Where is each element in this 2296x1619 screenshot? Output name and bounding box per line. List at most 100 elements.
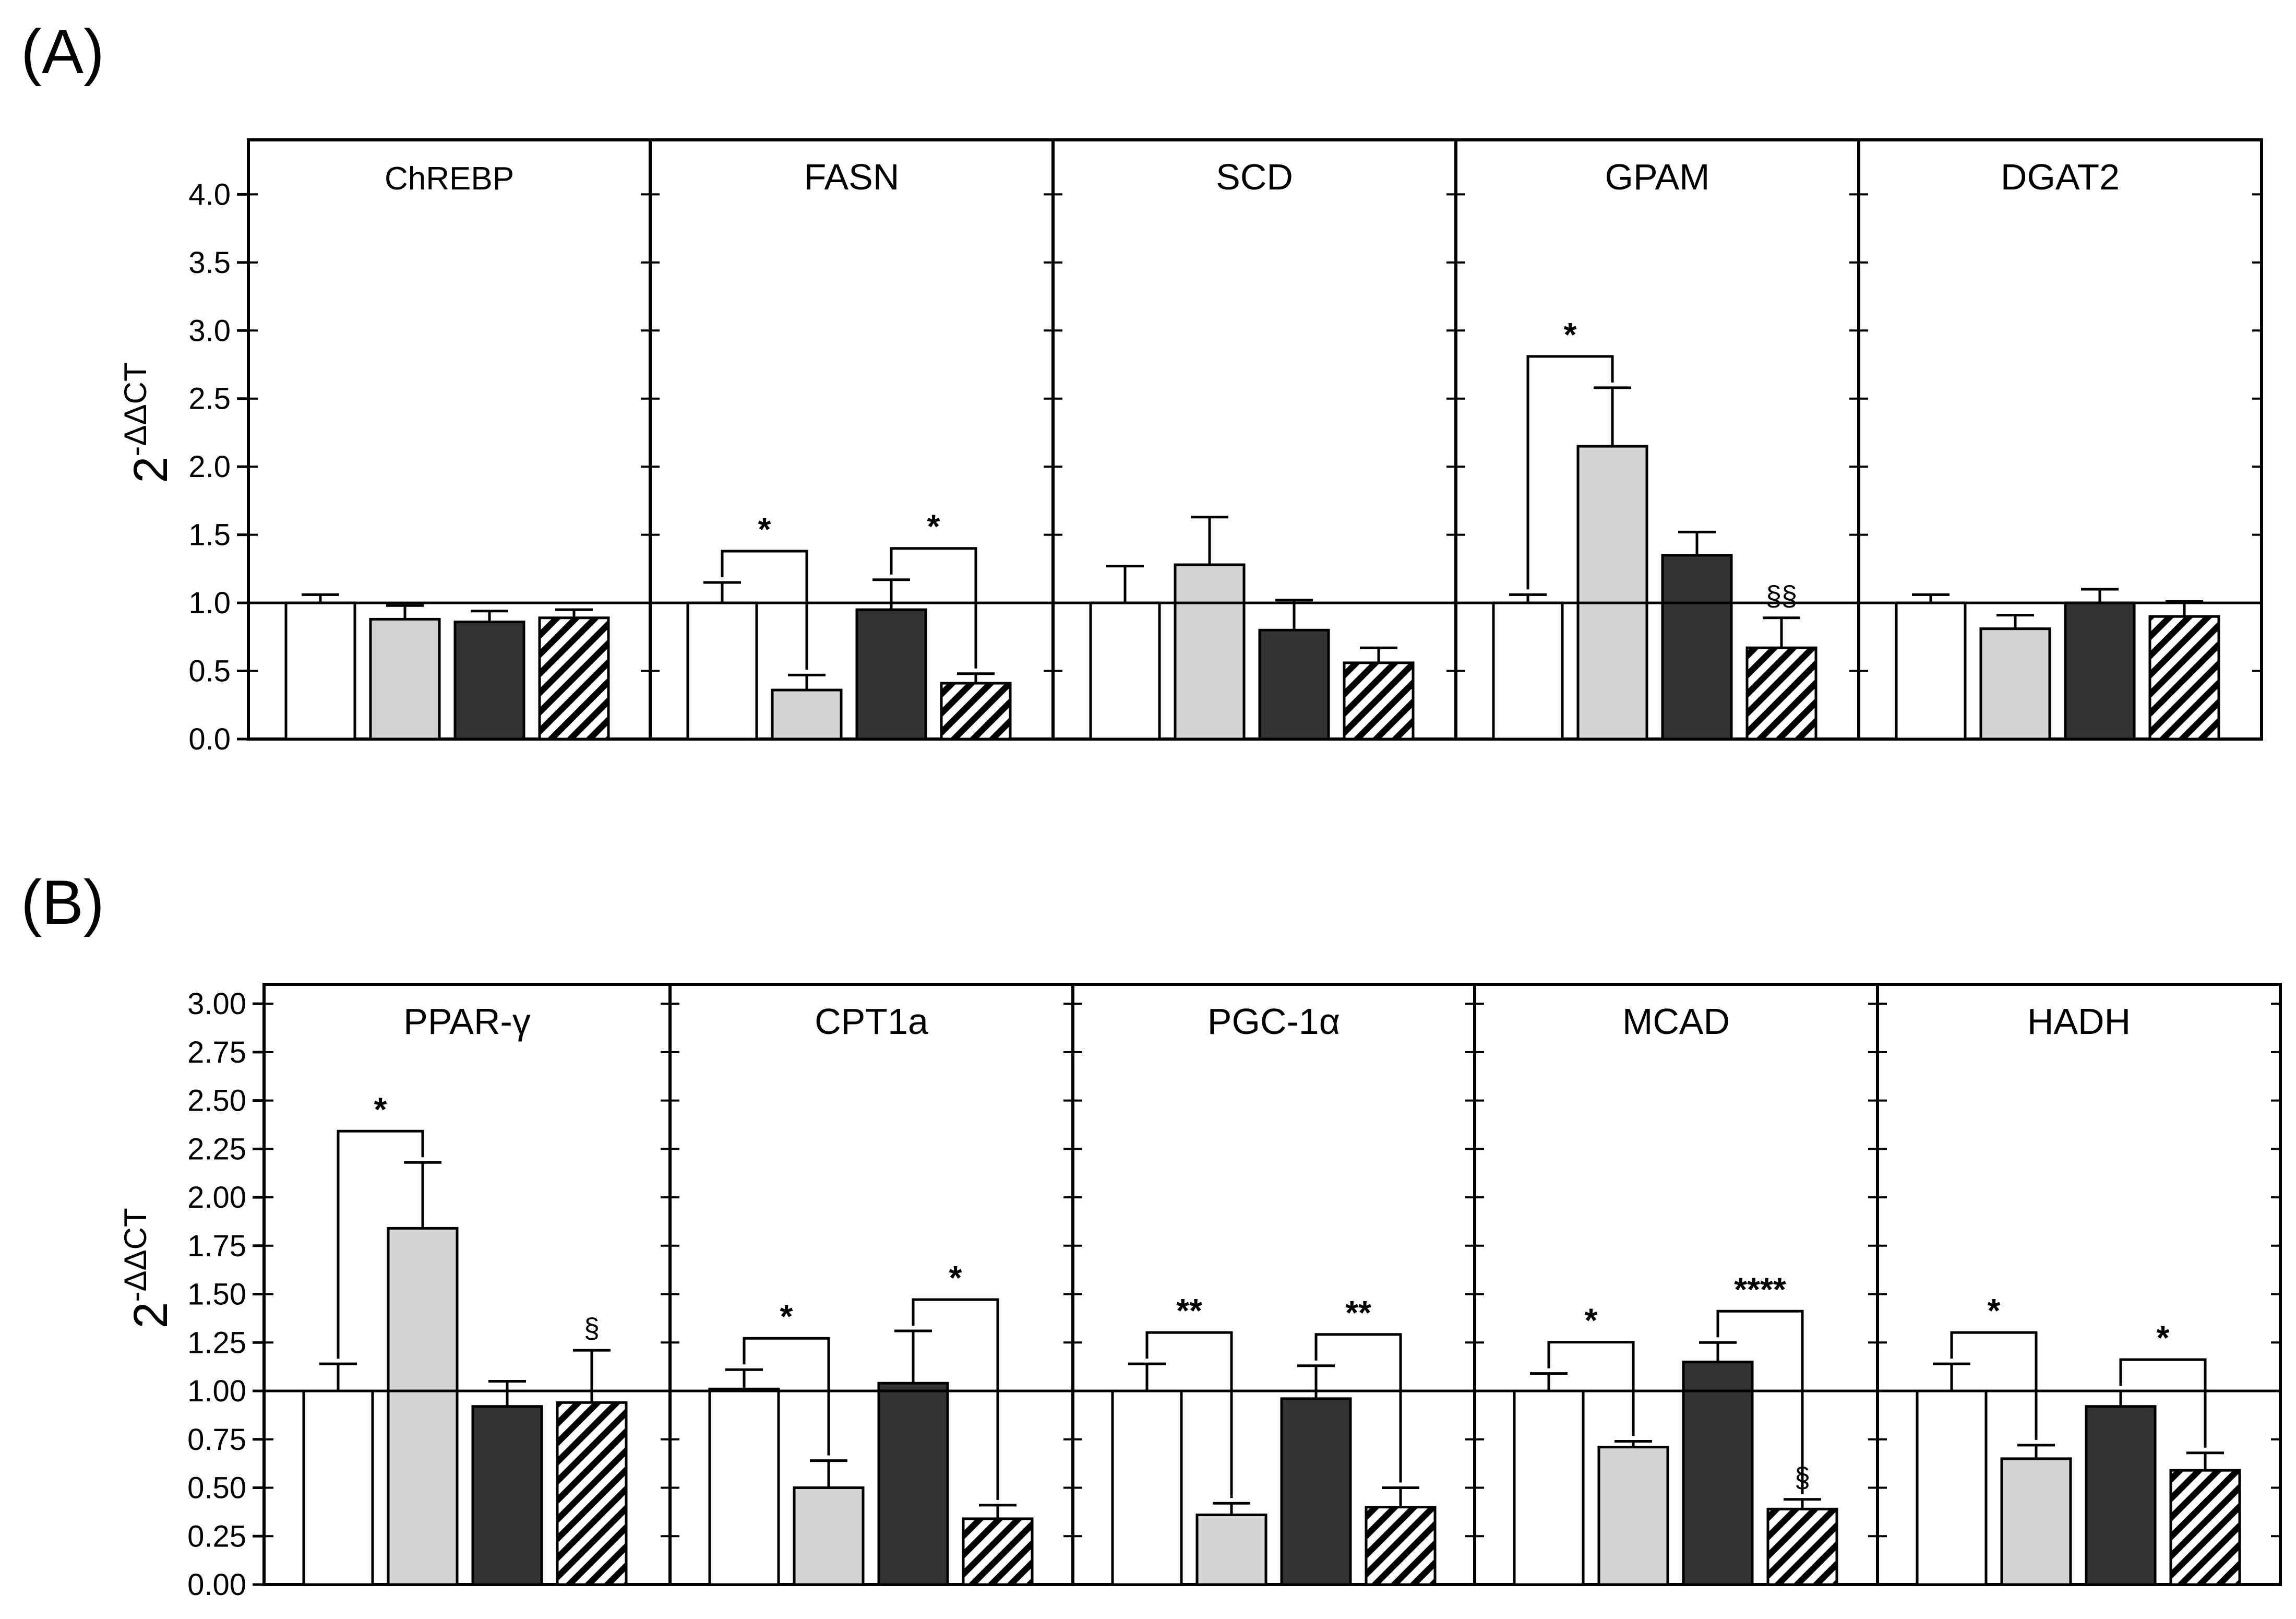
y-tick-label: 1.75 xyxy=(187,1229,246,1263)
y-tick-label: 0.0 xyxy=(188,722,231,756)
bar xyxy=(1365,1506,1437,1586)
significance-label: * xyxy=(1585,1302,1598,1339)
subplot-frame xyxy=(1857,138,2263,741)
y-tick-label: 1.0 xyxy=(188,586,231,620)
bar xyxy=(1111,1389,1183,1586)
subplot-frame xyxy=(1876,983,2282,1586)
y-axis-label-base: 2 xyxy=(124,456,177,483)
bar xyxy=(1895,601,1967,741)
y-tick-label: 2.00 xyxy=(187,1181,246,1215)
bar xyxy=(2148,615,2220,741)
significance-bracket xyxy=(743,1337,830,1456)
bar xyxy=(369,617,441,741)
subplot-scd: SCD xyxy=(1051,138,1457,741)
subplot-dgat2: DGAT2 xyxy=(1857,138,2263,741)
y-tick-label: 1.5 xyxy=(188,518,231,552)
y-axis-label-a: 2-ΔΔCT xyxy=(118,362,177,483)
significance-bracket xyxy=(912,1298,999,1500)
y-tick-label: 2.5 xyxy=(188,382,231,416)
svg-text:2-ΔΔCT: 2-ΔΔCT xyxy=(118,362,177,483)
bar xyxy=(2169,1469,2241,1586)
bar xyxy=(1195,1513,1267,1586)
significance-bracket xyxy=(1547,1341,1635,1436)
subplot-title: FASN xyxy=(804,157,900,197)
y-tick-label: 1.50 xyxy=(187,1278,246,1312)
significance-label: * xyxy=(1564,316,1577,353)
subplot-title: HADH xyxy=(2027,1001,2131,1042)
subplot-chrebp: ChREBP xyxy=(247,138,652,741)
bar xyxy=(1916,1389,1988,1586)
significance-bracket xyxy=(1950,1331,2038,1440)
y-tick-label: 2.25 xyxy=(187,1132,246,1166)
significance-label: * xyxy=(2157,1319,2170,1356)
subplot-pgc-1-: PGC-1α ** ** xyxy=(1071,983,1476,1586)
bar xyxy=(1979,627,2051,741)
section-mark: § xyxy=(1795,1462,1810,1493)
y-tick-label: 0.5 xyxy=(188,654,231,688)
bar xyxy=(556,1401,628,1586)
bar xyxy=(708,1387,780,1586)
bar xyxy=(1576,445,1648,741)
significance-label: * xyxy=(758,510,771,548)
bar xyxy=(1661,554,1733,741)
panel-a-plots: 0.0 0.5 1.0 1.5 2.0 2.5 3.0 3.5 4.0 ChREBP FASN * * S… xyxy=(188,138,2263,756)
bar xyxy=(1766,1507,1838,1586)
bar xyxy=(686,601,758,741)
y-tick-label: 1.00 xyxy=(187,1374,246,1408)
y-tick-label: 3.5 xyxy=(188,246,231,280)
panel-b: (B) 2-ΔΔCT 0.00 0.25 0.50 0.75 1.00 1.25 1.50 1… xyxy=(21,867,2282,1602)
bar xyxy=(793,1486,865,1586)
bar xyxy=(387,1227,459,1586)
y-tick-label: 0.50 xyxy=(187,1471,246,1505)
subplot-mcad: MCAD*****§ xyxy=(1473,983,1879,1586)
significance-label: * xyxy=(1988,1292,2001,1329)
significance-label: * xyxy=(780,1297,793,1335)
y-axis-label-superscript: -ΔΔCT xyxy=(118,1208,153,1302)
subplot-fasn: FASN * * xyxy=(649,138,1055,741)
y-tick-label: 2.0 xyxy=(188,450,231,484)
y-tick-label: 2.75 xyxy=(187,1035,246,1069)
subplot-title: ChREBP xyxy=(385,161,514,197)
significance-bracket xyxy=(890,547,977,669)
bar xyxy=(1280,1397,1352,1586)
y-tick-label: 2.50 xyxy=(187,1084,246,1118)
bar xyxy=(1089,601,1161,741)
panel-label-b: (B) xyxy=(21,867,104,937)
y-tick-label: 1.25 xyxy=(187,1326,246,1360)
bar xyxy=(471,1405,543,1586)
significance-bracket xyxy=(1716,1310,1804,1494)
bar xyxy=(302,1389,374,1586)
y-tick-label: 3.00 xyxy=(187,987,246,1021)
y-tick-label: 0.25 xyxy=(187,1519,246,1553)
y-axis-label-b: 2-ΔΔCT xyxy=(118,1208,177,1328)
subplot-title: MCAD xyxy=(1622,1001,1730,1042)
subplot-title: CPT1a xyxy=(815,1001,928,1042)
significance-bracket xyxy=(721,550,808,670)
significance-bracket xyxy=(1526,355,1614,590)
bar xyxy=(1343,661,1415,741)
subplot-ppar-: PPAR-γ * § xyxy=(262,983,672,1586)
y-tick-label: 0.75 xyxy=(187,1423,246,1457)
y-tick-label: 3.0 xyxy=(188,314,231,348)
bar xyxy=(940,682,1012,741)
bar xyxy=(1513,1389,1585,1586)
bar xyxy=(771,688,843,741)
significance-label: ** xyxy=(1176,1292,1202,1329)
bar xyxy=(538,616,610,741)
section-mark: §§ xyxy=(1766,580,1797,612)
significance-bracket xyxy=(1145,1331,1233,1498)
bar xyxy=(2064,601,2136,741)
significance-label: * xyxy=(374,1090,387,1128)
bar xyxy=(1492,601,1564,741)
bar xyxy=(2000,1457,2072,1586)
subplot-hadh: HADH * * xyxy=(1876,983,2282,1586)
significance-bracket xyxy=(2119,1358,2207,1448)
subplot-title: PPAR-γ xyxy=(403,1001,531,1042)
significance-label: * xyxy=(949,1259,962,1296)
section-mark: § xyxy=(584,1313,600,1344)
significance-bracket xyxy=(1314,1333,1402,1483)
bar xyxy=(284,601,356,741)
subplot-title: SCD xyxy=(1216,157,1293,197)
bar xyxy=(1258,628,1330,741)
